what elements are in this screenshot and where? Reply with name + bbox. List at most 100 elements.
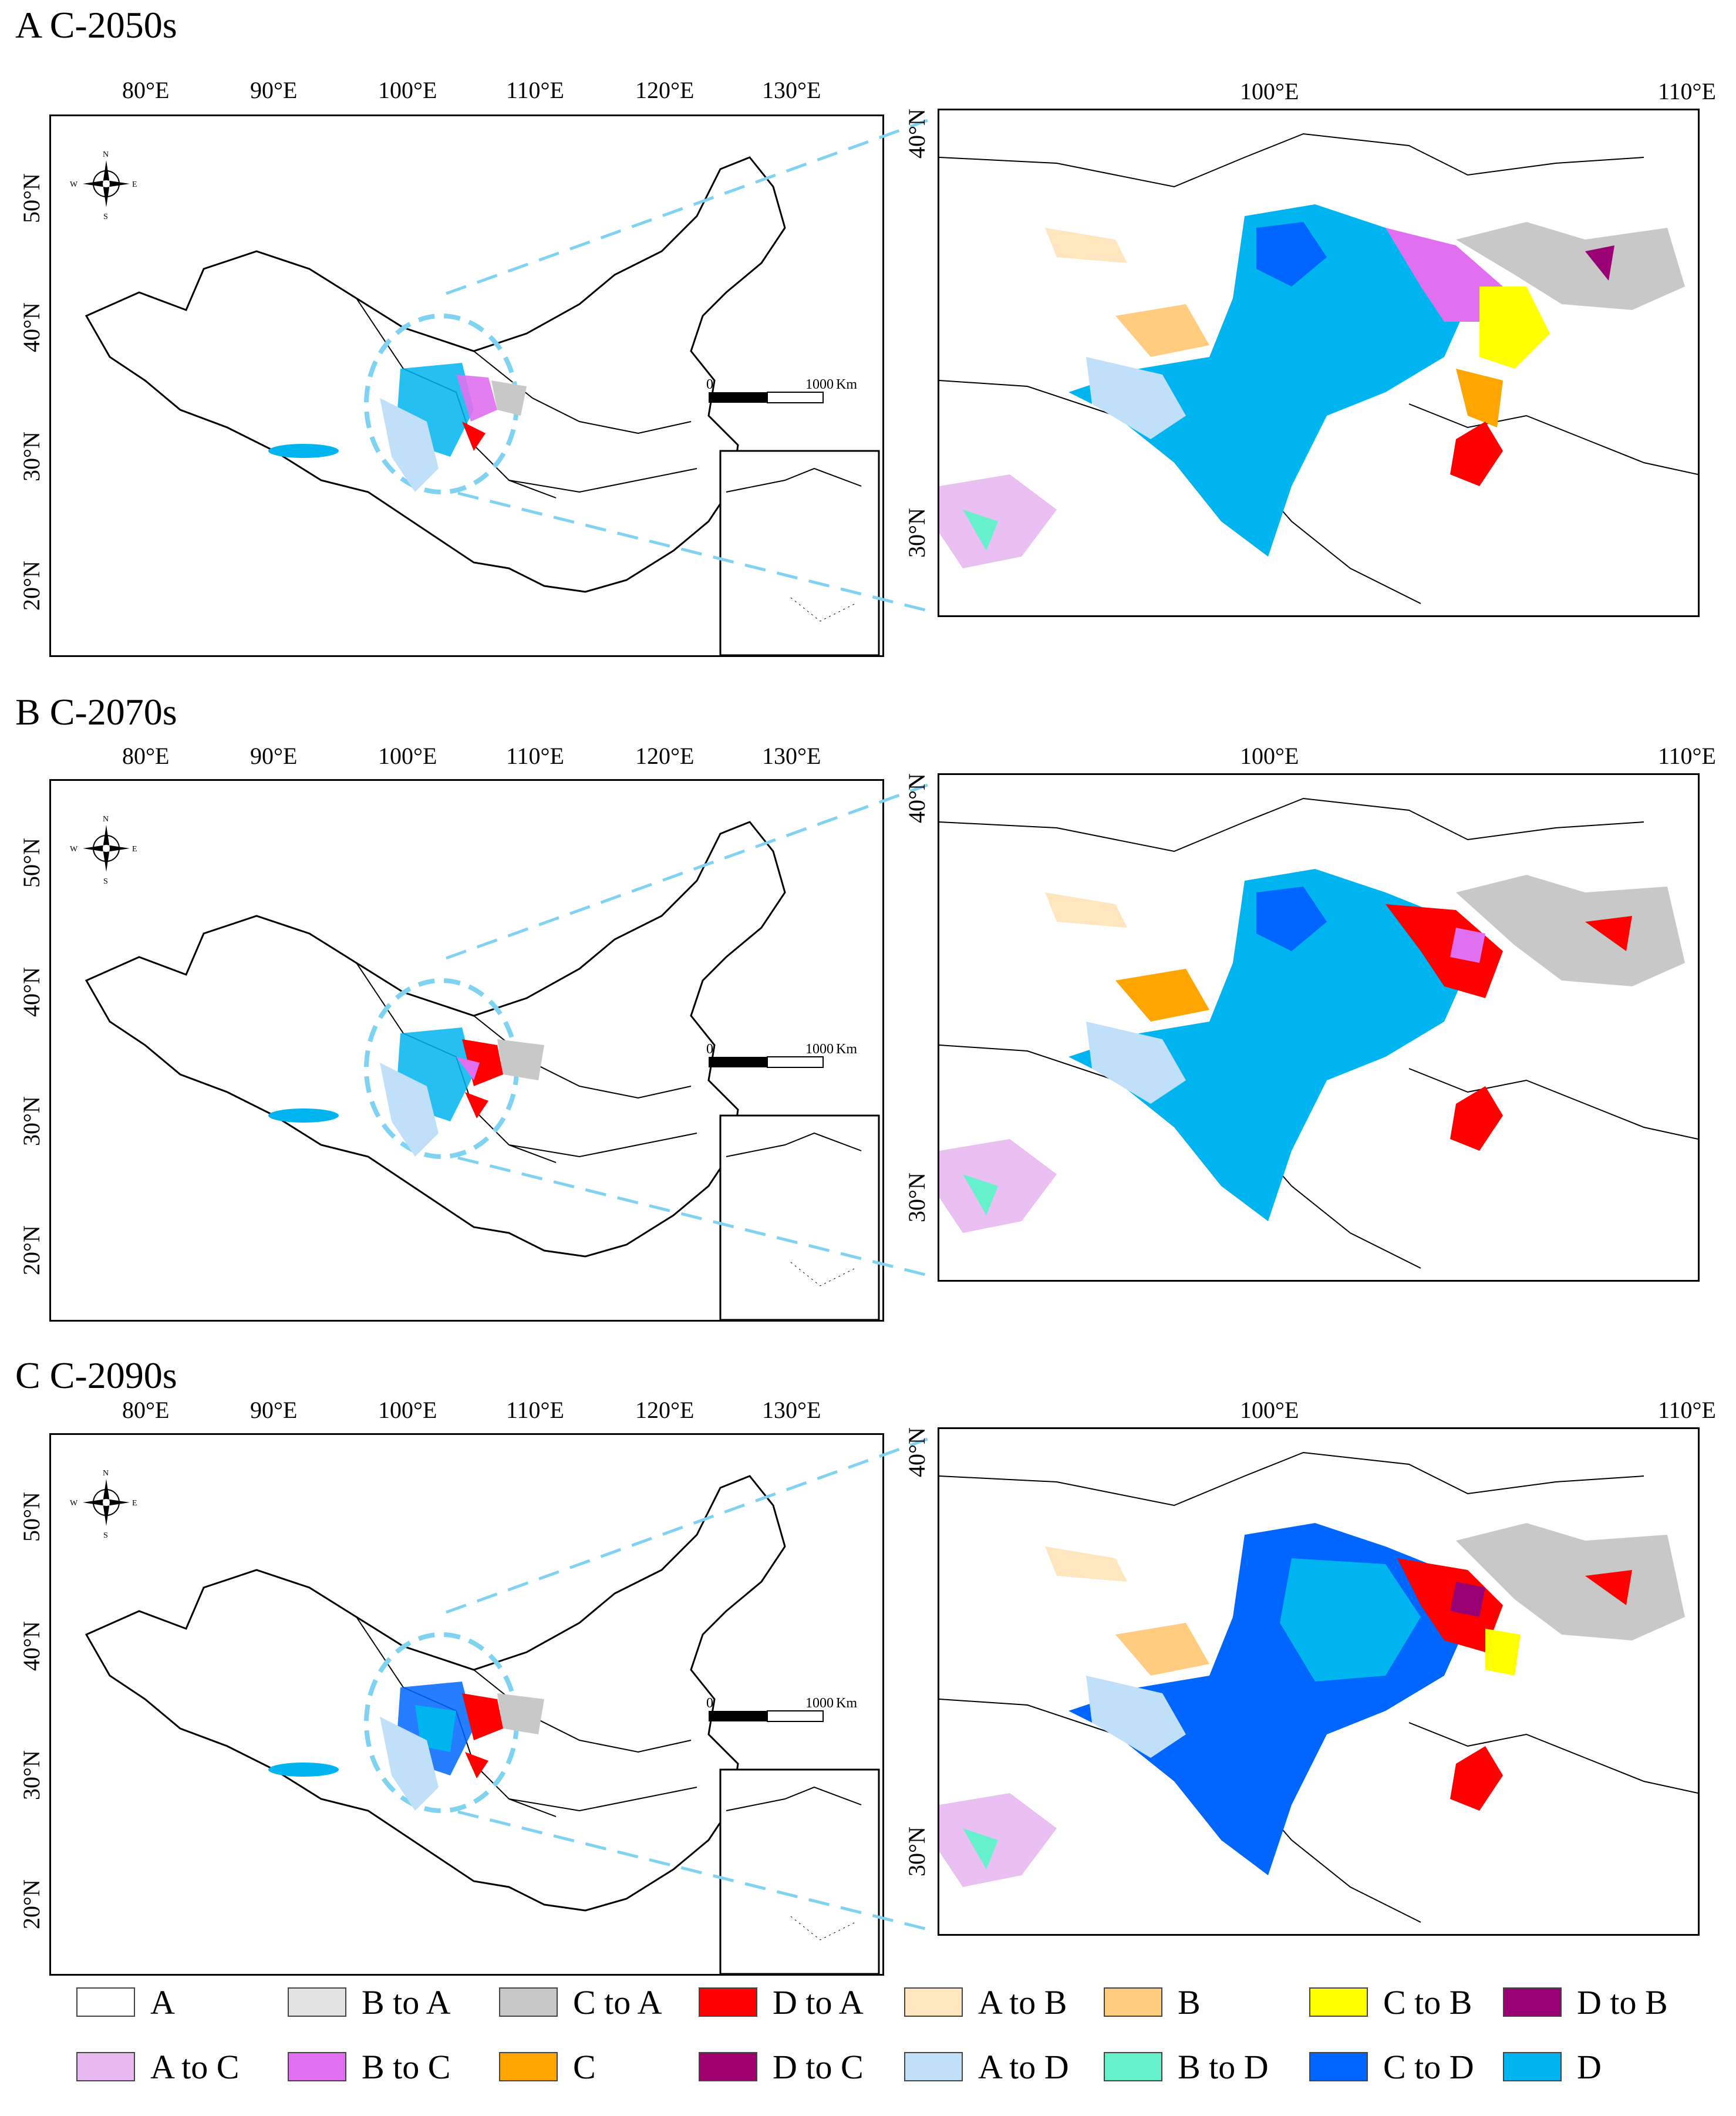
legend-item-d: D — [1503, 2047, 1602, 2086]
panel-b-zoom-connectors — [446, 783, 928, 1277]
legend-item-a-to-b: A to B — [904, 1983, 1067, 2021]
zoom-x-tick-110e: 110°E — [1658, 78, 1716, 105]
legend-swatch — [288, 1987, 346, 2017]
panel-b-main-map: N S E W 0 1000 Km — [49, 779, 884, 1322]
legend-label: A — [150, 1983, 175, 2021]
legend-item-b-to-c: B to C — [288, 2047, 451, 2086]
legend-item-c-to-b: C to B — [1309, 1983, 1472, 2021]
legend-swatch — [499, 2052, 558, 2081]
legend-swatch — [1503, 1987, 1562, 2017]
panel-c-zoom-map — [938, 1427, 1700, 1936]
legend: A B to A C to A D to A A to B B C to B D… — [76, 1983, 1720, 2102]
x-tick-100e: 100°E — [378, 77, 437, 103]
x-tick-100e: 100°E — [378, 743, 437, 769]
scale-bar-zero: 0 — [706, 1042, 713, 1057]
zoom-y-tick-40n: 40°N — [904, 109, 930, 159]
x-tick-80e: 80°E — [122, 77, 170, 103]
x-tick-120e: 120°E — [635, 743, 695, 769]
compass-w: W — [70, 1499, 78, 1508]
zoom-x-tick-110e: 110°E — [1658, 743, 1716, 769]
legend-label: A to D — [978, 2047, 1069, 2086]
scale-bar-zero: 0 — [706, 377, 713, 392]
legend-label: C — [573, 2047, 596, 2086]
compass-s: S — [103, 1531, 108, 1540]
panel-a-zoom-map — [938, 109, 1700, 617]
legend-item-c-to-a: C to A — [499, 1983, 662, 2021]
zoom-x-tick-100e: 100°E — [1240, 78, 1299, 105]
legend-swatch — [76, 1987, 135, 2017]
legend-swatch — [288, 2052, 346, 2081]
scale-bar-distance: 1000 — [805, 1696, 834, 1711]
legend-swatch — [499, 1987, 558, 2017]
zoom-y-tick-30n: 30°N — [904, 1172, 930, 1222]
legend-label: B — [1178, 1983, 1201, 2021]
compass-w: W — [70, 180, 78, 189]
legend-swatch — [1104, 1987, 1162, 2017]
panel-c-main-map: N S E W 0 1000 Km — [49, 1433, 884, 1976]
scale-bar-distance: 1000 — [805, 1042, 834, 1057]
legend-item-d-to-b: D to B — [1503, 1983, 1668, 2021]
compass-e: E — [132, 1499, 137, 1508]
legend-item-b-to-d: B to D — [1104, 2048, 1269, 2086]
x-tick-90e: 90°E — [250, 743, 298, 769]
x-tick-90e: 90°E — [250, 1397, 298, 1423]
compass-w: W — [70, 845, 78, 854]
panel-c-scale-bar: 0 1000 Km — [706, 1696, 857, 1722]
panel-c-inset-map — [719, 1768, 880, 1974]
panel-c-zoom-connectors — [446, 1437, 928, 1931]
panel-c-title: C C-2090s — [15, 1354, 177, 1396]
legend-item-b: B — [1104, 1983, 1201, 2021]
scale-bar-unit: Km — [836, 377, 857, 392]
legend-label: B to A — [362, 1983, 451, 2021]
legend-label: C to D — [1383, 2047, 1474, 2086]
legend-item-a: A — [76, 1983, 175, 2021]
legend-swatch — [904, 1987, 963, 2017]
legend-label: B to C — [362, 2047, 451, 2086]
x-tick-110e: 110°E — [506, 1397, 564, 1423]
scale-bar-distance: 1000 — [805, 377, 834, 392]
panel-a-inset-map — [719, 450, 880, 655]
compass-e: E — [132, 180, 137, 189]
legend-label: A to C — [150, 2047, 240, 2086]
panel-b-scale-bar: 0 1000 Km — [706, 1042, 857, 1068]
zoom-y-tick-40n: 40°N — [904, 773, 930, 823]
legend-swatch — [1309, 2052, 1368, 2081]
panel-b-title: B C-2070s — [15, 691, 177, 733]
legend-item-b-to-a: B to A — [288, 1983, 451, 2021]
x-tick-120e: 120°E — [635, 1397, 695, 1423]
x-tick-90e: 90°E — [250, 77, 298, 103]
legend-label: D to A — [773, 1983, 864, 2021]
legend-item-a-to-d: A to D — [904, 2047, 1069, 2086]
panel-a-main-map: N S E W 0 1000 Km — [49, 114, 884, 657]
legend-item-d-to-a: D to A — [699, 1983, 864, 2021]
panel-a-zoom-connectors — [446, 119, 928, 612]
zoom-x-tick-110e: 110°E — [1658, 1397, 1716, 1423]
legend-swatch — [699, 2052, 757, 2081]
compass-s: S — [103, 213, 108, 221]
compass-s: S — [103, 877, 108, 886]
panel-b-compass: N S E W — [70, 815, 137, 886]
legend-swatch — [1104, 2052, 1162, 2081]
scale-bar-unit: Km — [836, 1696, 857, 1711]
legend-swatch — [1309, 1987, 1368, 2017]
compass-e: E — [132, 845, 137, 854]
x-tick-110e: 110°E — [506, 743, 564, 769]
zoom-y-tick-40n: 40°N — [904, 1427, 930, 1477]
legend-swatch — [76, 2052, 135, 2081]
x-tick-120e: 120°E — [635, 77, 695, 103]
legend-item-d-to-c: D to C — [699, 2048, 864, 2086]
panel-a-title: A C-2050s — [15, 4, 177, 46]
legend-label: A to B — [978, 1983, 1067, 2021]
legend-item-c-to-d: C to D — [1309, 2047, 1474, 2086]
compass-n: N — [103, 815, 109, 824]
x-tick-80e: 80°E — [122, 743, 170, 769]
x-tick-130e: 130°E — [762, 743, 821, 769]
panel-b-inset-map — [719, 1114, 880, 1320]
x-tick-130e: 130°E — [762, 1397, 821, 1423]
legend-label: D — [1577, 2047, 1602, 2086]
x-tick-130e: 130°E — [762, 77, 821, 103]
legend-swatch — [1503, 2052, 1562, 2081]
legend-label: C to B — [1383, 1983, 1472, 2021]
compass-n: N — [103, 1469, 109, 1478]
x-tick-100e: 100°E — [378, 1397, 437, 1423]
